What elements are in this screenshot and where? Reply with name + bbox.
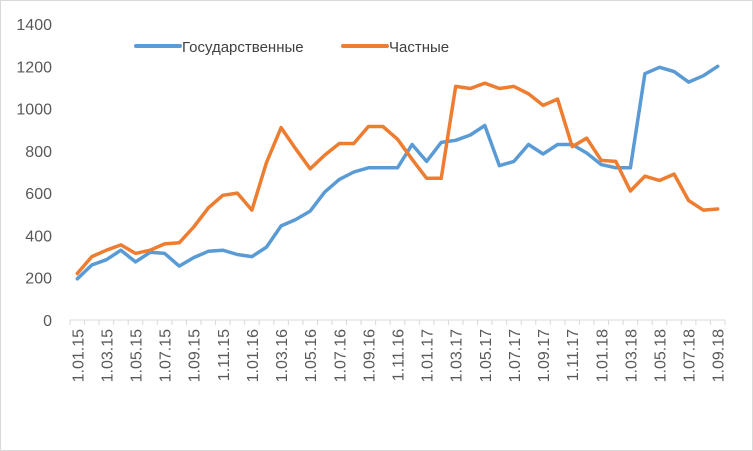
x-tick-label: 1.05.17 <box>478 329 495 382</box>
x-tick-label: 1.01.17 <box>420 329 437 382</box>
y-axis: 0 200 400 600 800 1000 1200 1400 <box>16 17 52 330</box>
y-tick-label: 400 <box>25 228 52 245</box>
x-tick-label: 1.07.17 <box>507 329 524 382</box>
x-tick-label: 1.05.15 <box>129 329 146 382</box>
legend-label: Частные <box>389 39 449 56</box>
y-tick-label: 1400 <box>16 17 52 34</box>
x-tick-label: 1.03.16 <box>274 329 291 382</box>
x-tick-label: 1.07.18 <box>682 329 699 382</box>
x-tick-label: 1.05.16 <box>303 329 320 382</box>
x-axis: 1.01.15 1.03.15 1.05.15 1.07.15 1.09.15 1.11.… <box>69 319 728 382</box>
x-tick-label: 1.03.17 <box>449 329 466 382</box>
series-line-0 <box>75 64 720 281</box>
y-tick-label: 200 <box>25 271 52 288</box>
x-tick-label: 1.03.18 <box>623 329 640 382</box>
legend: Государственные Частные <box>134 39 449 56</box>
y-tick-label: 600 <box>25 186 52 203</box>
x-tick-label: 1.01.15 <box>70 329 87 382</box>
legend-label: Государственные <box>182 39 304 56</box>
y-tick-label: 800 <box>25 144 52 161</box>
y-tick-label: 0 <box>43 313 52 330</box>
plot-area <box>75 64 720 281</box>
x-tick-label: 1.09.16 <box>361 329 378 382</box>
x-tick-label: 1.07.15 <box>158 329 175 382</box>
x-tick-label: 1.09.17 <box>536 329 553 382</box>
x-tick-label: 1.11.15 <box>216 329 233 381</box>
x-tick-label: 1.05.18 <box>653 329 670 382</box>
x-tick-label: 1.09.15 <box>187 329 204 382</box>
x-tick-label: 1.01.16 <box>245 329 262 382</box>
x-tick-label: 1.09.18 <box>711 329 728 382</box>
x-tick-label: 1.03.15 <box>99 329 116 382</box>
x-tick-label: 1.07.16 <box>332 329 349 382</box>
series-line-1 <box>75 81 720 276</box>
x-tick-label: 1.11.17 <box>565 329 582 381</box>
x-tick-label: 1.11.16 <box>391 329 408 381</box>
x-tick-label: 1.01.18 <box>594 329 611 382</box>
y-tick-label: 1000 <box>16 102 52 119</box>
y-tick-label: 1200 <box>16 59 52 76</box>
